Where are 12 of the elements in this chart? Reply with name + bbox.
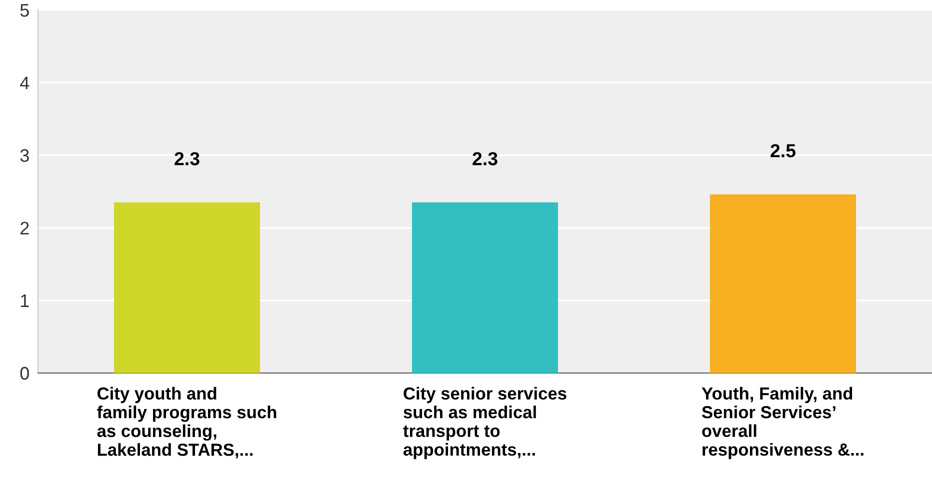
y-tick-label: 1	[21, 294, 29, 307]
x-tick-label: City senior services such as medical transport to appointments,...	[403, 386, 566, 460]
y-tick-label: 2	[20, 222, 29, 234]
data-label: 2.3	[472, 152, 498, 166]
y-tick-label: 4	[20, 76, 30, 90]
y-tick-label: 0	[20, 366, 29, 380]
y-tick-label: 5	[20, 4, 29, 17]
data-label: 2.3	[174, 152, 200, 166]
x-tick-label: City youth and family programs such as counseling, Lakeland STARS,...	[97, 386, 276, 458]
y-tick-label: 3	[20, 149, 29, 162]
x-tick-label: Youth, Family, and Senior Services’ overall responsiveness &...	[702, 386, 864, 460]
data-label: 2.5	[770, 144, 796, 158]
